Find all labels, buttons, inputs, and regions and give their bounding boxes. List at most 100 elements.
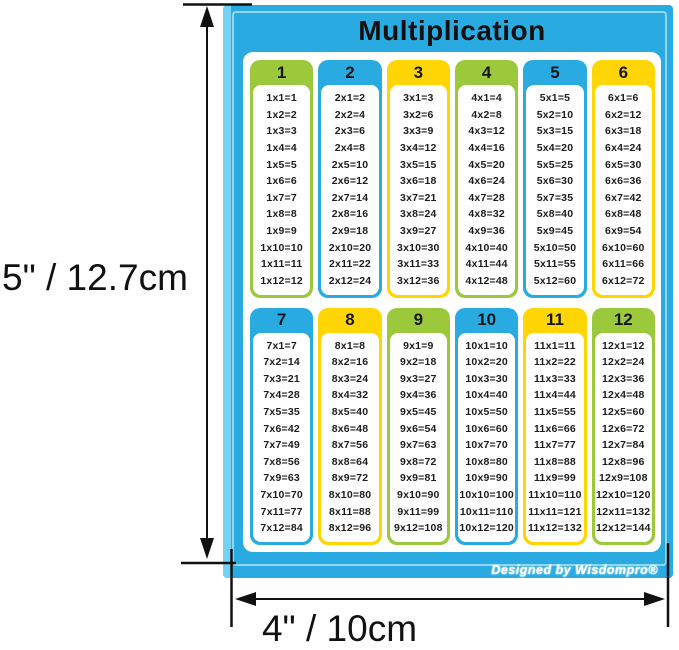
- tables-row-2: 7 7x1=7 7x2=14 7x3=21 7x4=28 7x5=35 7x6=42 7x7=…: [250, 307, 655, 545]
- equation: 10x5=50: [465, 406, 508, 419]
- equation: 9x3=27: [400, 372, 437, 385]
- equation: 10x6=60: [465, 422, 508, 435]
- equation: 12x10=120: [595, 489, 651, 502]
- equation: 1x3=3: [266, 125, 297, 138]
- equation: 12x7=84: [602, 439, 645, 452]
- equation: 9x10=90: [397, 489, 440, 502]
- equation: 3x3=9: [403, 125, 434, 138]
- equation: 8x9=72: [331, 472, 369, 485]
- equation: 10x8=80: [465, 455, 508, 468]
- equation: 3x10=30: [397, 241, 440, 254]
- equation: 1x5=5: [266, 158, 297, 171]
- equation: 10x1=10: [465, 339, 508, 352]
- equation: 7x4=28: [263, 389, 300, 402]
- equation: 6x1=6: [608, 92, 639, 105]
- equation: 11x4=44: [533, 389, 576, 402]
- equation: 2x9=18: [331, 224, 369, 237]
- equation: 1x1=1: [266, 92, 297, 105]
- equation: 9x11=99: [397, 505, 440, 518]
- equation: 12x4=48: [602, 389, 645, 402]
- equation: 5x5=25: [536, 158, 574, 171]
- equation: 6x7=42: [605, 191, 642, 204]
- equation: 5x10=50: [533, 241, 577, 254]
- equation: 6x4=24: [605, 141, 642, 154]
- equation: 5x4=20: [536, 141, 574, 154]
- equation: 3x1=3: [403, 92, 434, 105]
- equation: 3x4=12: [400, 141, 437, 154]
- height-dim-arrow-up: [200, 6, 214, 27]
- equation: 8x10=80: [328, 489, 372, 502]
- table-card-number: 6: [618, 62, 629, 82]
- equation: 5x11=55: [533, 258, 576, 271]
- equation: 9x9=81: [400, 472, 437, 485]
- equation: 4x12=48: [465, 274, 508, 287]
- equation: 3x8=24: [400, 208, 437, 221]
- equation: 8x8=64: [331, 455, 369, 468]
- table-card-4: 4 4x1=4 4x2=8 4x3=12 4x4=16 4x5=20 4x6=24 4x7=2…: [454, 60, 519, 298]
- equation: 7x8=56: [263, 455, 300, 468]
- equation: 7x12=84: [260, 522, 303, 535]
- equation: 4x7=28: [468, 191, 505, 204]
- equation: 12x11=132: [596, 505, 651, 518]
- equation: 8x1=8: [334, 339, 366, 352]
- equation: 9x1=9: [403, 339, 434, 352]
- equation: 7x7=49: [263, 439, 300, 452]
- table-card-number: 1: [276, 62, 287, 82]
- table-card-body: 5x1=5 5x2=10 5x3=15 5x4=20 5x5=25 5x6=30 5x7=3…: [526, 85, 584, 295]
- equation: 10x12=120: [459, 522, 514, 535]
- width-dim-arrow-left: [235, 592, 256, 606]
- table-card-8: 8 8x1=8 8x2=16 8x3=24 8x4=32 8x5=40 8x6=48 8x7=…: [318, 307, 382, 545]
- equation: 11x11=121: [528, 505, 582, 518]
- table-card-body: 8x1=8 8x2=16 8x3=24 8x4=32 8x5=40 8x6=48 8x7=5…: [321, 332, 379, 542]
- table-card-body: 1x1=1 1x2=2 1x3=3 1x4=4 1x5=5 1x6=6 1x7=7 1x8=8…: [253, 85, 311, 295]
- equation: 9x2=18: [400, 356, 437, 369]
- equation: 6x6=36: [605, 175, 642, 188]
- equation: 1x10=10: [260, 241, 303, 254]
- width-dim-arrow-right: [644, 592, 665, 606]
- table-card-body: 2x1=2 2x2=4 2x3=6 2x4=8 2x5=10 2x6=12 2x7=14 2x…: [321, 85, 379, 295]
- equation: 4x2=8: [471, 108, 502, 121]
- equation: 8x4=32: [331, 389, 369, 402]
- equation: 12x5=60: [602, 406, 645, 419]
- equation: 11x7=77: [533, 439, 576, 452]
- equation: 2x4=8: [334, 141, 366, 154]
- multiplication-poster: Multiplication 1 1x1=1 1x2=2 1x3=3 1x4=4 1x5=…: [223, 5, 673, 578]
- table-card-12: 12 12x1=12 12x2=24 12x3=36 12x4=48 12x5=60 12x…: [591, 307, 655, 545]
- equation: 6x10=60: [602, 241, 645, 254]
- equation: 4x4=16: [468, 141, 505, 154]
- equation: 4x5=20: [468, 158, 505, 171]
- equation: 6x3=18: [605, 125, 642, 138]
- equation: 12x12=144: [595, 522, 651, 535]
- equation: 4x11=44: [465, 258, 508, 271]
- equation: 9x12=108: [394, 522, 443, 535]
- equation: 6x11=66: [602, 258, 645, 271]
- table-card-number: 8: [345, 310, 355, 329]
- table-card-number: 7: [276, 310, 287, 329]
- equation: 10x2=20: [465, 356, 508, 369]
- table-card-number: 9: [413, 310, 424, 329]
- equation: 8x7=56: [331, 439, 369, 452]
- equation: 8x2=16: [331, 356, 369, 369]
- table-card-number: 11: [545, 310, 564, 329]
- equation: 3x9=27: [400, 224, 437, 237]
- equation: 4x6=24: [468, 175, 505, 188]
- table-card-2: 2 2x1=2 2x2=4 2x3=6 2x4=8 2x5=10 2x6=12 2x7=14 2…: [318, 60, 382, 298]
- table-card-number: 3: [413, 62, 424, 82]
- equation: 5x8=40: [536, 208, 574, 221]
- equation: 7x1=7: [266, 339, 297, 352]
- equation: 5x6=30: [536, 175, 574, 188]
- equation: 10x9=90: [465, 472, 508, 485]
- table-card-body: 12x1=12 12x2=24 12x3=36 12x4=48 12x5=60 12x6=…: [594, 332, 652, 542]
- table-card-5: 5 5x1=5 5x2=10 5x3=15 5x4=20 5x5=25 5x6=30 5x7=…: [523, 60, 587, 298]
- table-card-11: 11 11x1=11 11x2=22 11x3=33 11x4=44 11x5=55 11x…: [523, 307, 587, 545]
- equation: 1x9=9: [266, 224, 297, 237]
- table-card-body: 3x1=3 3x2=6 3x3=9 3x4=12 3x5=15 3x6=18 3x7=21 3…: [389, 85, 447, 295]
- equation: 8x6=48: [331, 422, 369, 435]
- equation: 1x12=12: [260, 274, 303, 287]
- height-dimension-label: 5" / 12.7cm: [2, 257, 188, 298]
- equation: 12x8=96: [602, 455, 645, 468]
- brand-credit: Designed by Wisdompro®: [491, 563, 658, 577]
- equation: 2x1=2: [334, 92, 366, 105]
- equation: 7x5=35: [263, 406, 300, 419]
